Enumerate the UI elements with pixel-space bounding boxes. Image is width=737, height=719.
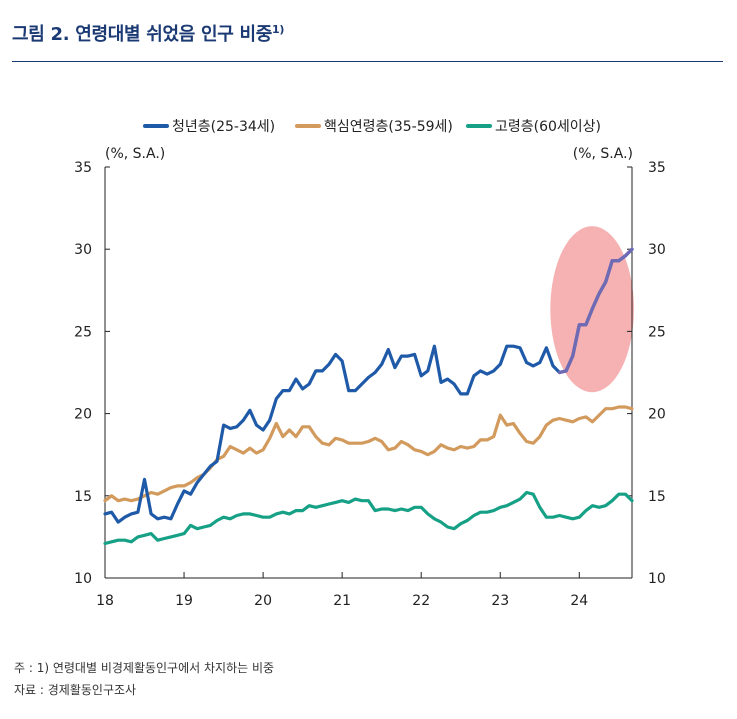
figure-title-superscript: 1) bbox=[271, 23, 285, 36]
series-line bbox=[103, 247, 634, 524]
source-note: 자료 : 경제활동인구조사 bbox=[14, 683, 137, 697]
series-highlight-segment bbox=[557, 247, 634, 375]
x-tick-label: 19 bbox=[175, 593, 193, 609]
footnote: 주 : 1) 연령대별 비경제활동인구에서 차지하는 비중 bbox=[14, 661, 275, 675]
x-tick-label: 23 bbox=[491, 593, 509, 609]
figure-title-text: 그림 2. 연령대별 쉬었음 인구 비중 bbox=[12, 24, 272, 45]
x-tick-label: 20 bbox=[254, 593, 272, 609]
chart-axes: 10 10 15 15 20 20 25 25 30 30 35 35 18 19 20 21 22 23 24 bbox=[74, 160, 666, 609]
y-tick-label-left: 15 bbox=[74, 489, 92, 505]
line-chart: 청년층(25-34세) 핵심연령층(35-59세) 고령층(60세이상) (%, S… bbox=[74, 119, 666, 609]
legend-label: 청년층(25-34세) bbox=[172, 119, 275, 135]
title-divider bbox=[12, 61, 723, 62]
left-axis-unit: (%, S.A.) bbox=[105, 146, 165, 162]
figure-title: 그림 2. 연령대별 쉬었음 인구 비중1) bbox=[12, 20, 284, 46]
chart-notes: 주 : 1) 연령대별 비경제활동인구에서 차지하는 비중 자료 : 경제활동인… bbox=[14, 657, 274, 701]
x-tick-label: 24 bbox=[570, 593, 588, 609]
y-tick-label-right: 25 bbox=[648, 324, 666, 340]
y-tick-label-right: 35 bbox=[648, 160, 666, 176]
y-tick-label-left: 35 bbox=[74, 160, 92, 176]
y-tick-label-right: 15 bbox=[648, 489, 666, 505]
chart-lines bbox=[103, 247, 634, 546]
highlight-overlay bbox=[557, 247, 634, 375]
y-tick-label-left: 10 bbox=[74, 571, 92, 587]
y-tick-label-left: 30 bbox=[74, 242, 92, 258]
y-tick-label-right: 20 bbox=[648, 407, 666, 423]
x-tick-label: 18 bbox=[96, 593, 114, 609]
y-tick-label-right: 10 bbox=[648, 571, 666, 587]
series-line bbox=[103, 490, 634, 546]
x-tick-label: 21 bbox=[333, 593, 351, 609]
series-line bbox=[103, 405, 634, 503]
right-axis-unit: (%, S.A.) bbox=[573, 146, 633, 162]
legend-label: 고령층(60세이상) bbox=[495, 119, 601, 135]
x-tick-label: 22 bbox=[412, 593, 430, 609]
chart-legend: 청년층(25-34세) 핵심연령층(35-59세) 고령층(60세이상) bbox=[143, 119, 601, 135]
y-tick-label-right: 30 bbox=[648, 242, 666, 258]
y-tick-label-left: 25 bbox=[74, 324, 92, 340]
y-tick-label-left: 20 bbox=[74, 407, 92, 423]
legend-label: 핵심연령층(35-59세) bbox=[324, 119, 453, 135]
